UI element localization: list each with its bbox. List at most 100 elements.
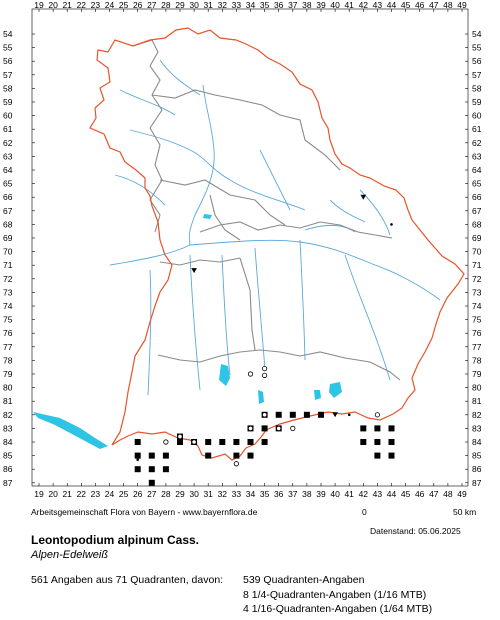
sixteenth-record-marker	[390, 223, 393, 226]
scale-end-label: 50 km	[453, 507, 477, 517]
scale-start-label: 0	[362, 507, 367, 517]
y-tick-label: 58	[472, 83, 482, 93]
quadrant-record-marker	[148, 479, 155, 486]
quadrant-record-marker	[261, 425, 268, 432]
x-tick-label: 48	[443, 489, 453, 499]
x-tick-label: 30	[189, 0, 199, 10]
quarter-record-marker	[261, 365, 268, 372]
x-tick-label: 26	[133, 489, 143, 499]
x-tick-label: 34	[246, 489, 256, 499]
quadrant-record-marker	[388, 425, 395, 432]
y-tick-label: 68	[472, 219, 482, 229]
y-tick-label: 64	[3, 165, 13, 175]
y-tick-label: 55	[3, 43, 13, 53]
x-tick-label: 19	[34, 489, 44, 499]
rivers	[109, 59, 441, 396]
sixtyfourth-record-marker	[191, 268, 197, 274]
y-tick-label: 85	[472, 451, 482, 461]
x-tick-label: 38	[302, 489, 312, 499]
y-tick-label: 83	[472, 423, 482, 433]
distribution-map: 19 20 21 22 23 24 25 26 27 28 29 30 31 32 33 34 35 36 37 38…	[3, 0, 482, 499]
x-tick-label: 44	[387, 489, 397, 499]
quadrant-record-marker	[374, 439, 381, 445]
sixteenth-record-marker	[347, 413, 351, 417]
x-tick-label: 22	[77, 0, 87, 10]
x-tick-label: 30	[189, 489, 199, 499]
y-tick-label: 71	[3, 260, 13, 270]
y-tick-label: 67	[3, 206, 13, 216]
y-tick-label: 63	[472, 151, 482, 161]
x-tick-label: 24	[105, 0, 115, 10]
x-tick-label: 34	[246, 0, 256, 10]
x-tick-label: 47	[429, 0, 439, 10]
y-tick-label: 81	[472, 396, 482, 406]
lakes	[33, 214, 342, 449]
quarter-record-marker	[177, 433, 183, 440]
y-tick-label: 85	[3, 451, 13, 461]
x-tick-label: 27	[147, 489, 157, 499]
quadrant-record-marker	[219, 439, 226, 445]
y-axis-left: 54 55 56 57 58 59 60 61 62 63 64 65 66 67 68 69 70 71 72 73…	[3, 29, 35, 488]
y-tick-label: 73	[3, 287, 13, 297]
y-tick-label: 59	[3, 97, 13, 107]
quarter-quadrant-count: 8 1/4-Quadranten-Angaben (1/16 MTB)	[243, 589, 427, 601]
y-tick-label: 60	[472, 111, 482, 121]
quarter-record-marker	[276, 425, 282, 431]
x-tick-label: 27	[147, 0, 157, 10]
quadrant-record-marker	[205, 452, 212, 459]
quadrant-record-marker	[247, 439, 254, 445]
quarter-record-marker	[191, 439, 197, 445]
y-tick-label: 80	[472, 383, 482, 393]
y-tick-label: 76	[3, 328, 13, 338]
y-tick-label: 54	[3, 29, 13, 39]
x-tick-label: 45	[401, 489, 411, 499]
y-tick-label: 65	[472, 179, 482, 189]
y-tick-label: 65	[3, 179, 13, 189]
y-tick-label: 75	[3, 315, 13, 325]
x-tick-label: 21	[62, 489, 72, 499]
y-tick-label: 70	[472, 247, 482, 257]
x-tick-label: 25	[119, 0, 129, 10]
y-tick-label: 73	[472, 287, 482, 297]
y-tick-label: 86	[3, 464, 13, 474]
x-tick-label: 43	[373, 0, 383, 10]
x-tick-label: 43	[373, 489, 383, 499]
y-tick-label: 72	[472, 274, 482, 284]
state-border	[89, 27, 465, 461]
map-frame	[31, 8, 469, 487]
y-tick-label: 83	[3, 423, 13, 433]
quadrant-record-marker	[360, 425, 367, 432]
x-tick-label: 22	[77, 489, 87, 499]
y-tick-label: 64	[472, 165, 482, 175]
x-tick-label: 20	[48, 489, 58, 499]
x-tick-label: 41	[344, 0, 354, 10]
y-tick-label: 70	[3, 247, 13, 257]
record-markers	[134, 194, 395, 486]
y-tick-label: 56	[472, 56, 482, 66]
quadrant-record-marker	[374, 425, 381, 432]
sixtyfourth-record-marker	[360, 194, 367, 200]
x-tick-label: 38	[302, 0, 312, 10]
y-tick-label: 82	[472, 410, 482, 420]
quadrant-record-marker	[303, 411, 310, 418]
y-tick-label: 79	[3, 369, 13, 379]
y-tick-label: 66	[3, 192, 13, 202]
quadrant-record-marker	[205, 439, 212, 445]
x-axis-bottom: 19 20 21 22 23 24 25 26 27 28 29 30 31 32 33 34 35 36 37 38…	[34, 483, 467, 499]
y-tick-label: 61	[472, 124, 482, 134]
x-tick-label: 32	[218, 0, 228, 10]
x-axis-top: 19 20 21 22 23 24 25 26 27 28 29 30 31 32 33 34 35 36 37 38…	[34, 0, 467, 12]
district-boundaries	[132, 39, 401, 381]
x-tick-label: 21	[62, 0, 72, 10]
quarter-record-marker	[233, 461, 239, 467]
y-tick-label: 67	[472, 206, 482, 216]
y-tick-label: 82	[3, 410, 13, 420]
x-tick-label: 29	[175, 0, 185, 10]
quadrant-record-marker	[162, 466, 169, 473]
x-tick-label: 40	[330, 0, 340, 10]
y-tick-label: 87	[472, 478, 482, 488]
quadrant-record-marker	[275, 411, 282, 418]
data-date: Datenstand: 05.06.2025	[370, 526, 461, 536]
x-tick-label: 32	[218, 489, 228, 499]
x-tick-label: 29	[175, 489, 185, 499]
